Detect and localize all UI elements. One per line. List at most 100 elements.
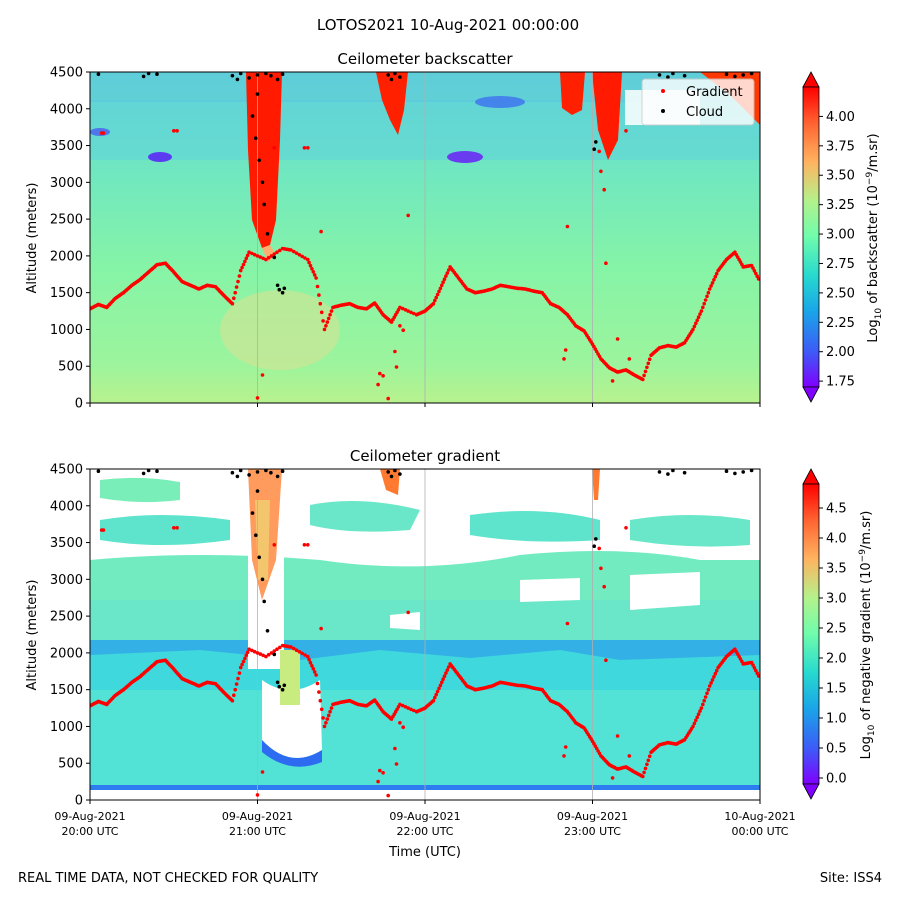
gradient-point (319, 229, 323, 234)
gradient-point (272, 146, 277, 150)
gradient-point (641, 774, 645, 779)
backscatter-colorbar-ticks: 1.75 2.00 2.25 2.50 2.75 3.00 3.25 3.50 3.75 4.00 (819, 110, 855, 390)
gradient-point (602, 584, 606, 589)
x-tick-time: 21:00 UTC (229, 825, 286, 838)
gradient-point (703, 298, 708, 302)
gradient-point (258, 255, 263, 259)
gradient-point (406, 610, 411, 615)
cloud-point (265, 232, 270, 236)
gradient-point (376, 779, 380, 784)
gradient-point (266, 255, 271, 260)
gradient-point (400, 703, 405, 708)
gradient-point (692, 721, 697, 726)
cloud-point (749, 469, 754, 473)
gradient-point (398, 305, 402, 310)
gradient-point (562, 754, 566, 758)
gradient-point (645, 365, 649, 370)
gradient-point (175, 129, 179, 133)
gradient-point (264, 257, 268, 262)
gradient-point (232, 296, 236, 301)
gradient-point (329, 309, 334, 313)
cloud-point (257, 158, 262, 163)
gradient-point (434, 692, 439, 697)
colorbar-tick-label: 0.5 (826, 742, 847, 757)
y-tick-label: 3500 (50, 139, 83, 154)
gradient-point (751, 266, 755, 270)
cloud-point (260, 180, 265, 185)
gradient-point (245, 253, 250, 258)
gradient-ylabel: Altitude (meters) (25, 580, 40, 691)
gradient-title: Ceilometer gradient (350, 447, 500, 465)
legend-gradient-marker (661, 89, 665, 93)
backscatter-gradient-markers (90, 129, 760, 401)
gradient-point (300, 651, 305, 656)
cloud-point (264, 469, 268, 473)
cloud-point (238, 469, 243, 473)
gradient-point (409, 310, 413, 315)
gradient-point (694, 321, 698, 326)
legend-cloud-marker (661, 109, 665, 113)
x-tick-date: 09-Aug-2021 (389, 810, 460, 823)
gradient-point (444, 274, 448, 278)
colorbar-tick-label: 3.00 (826, 228, 855, 243)
gradient-point (317, 293, 321, 297)
gradient-point (751, 663, 755, 667)
gradient-point (433, 695, 437, 700)
legend-gradient-label: Gradient (686, 85, 743, 100)
colorbar-tick-label: 2.00 (826, 345, 855, 360)
gradient-point (604, 261, 608, 266)
y-tick-label: 1000 (50, 720, 83, 735)
cloud-point (282, 286, 287, 291)
gradient-point (691, 724, 695, 729)
cloud-point (282, 683, 287, 688)
colorbar-tick-label: 3.25 (826, 198, 855, 213)
cloud-point (275, 77, 280, 82)
cloud-point (741, 470, 745, 474)
gradient-point (241, 659, 246, 664)
gradient-point (247, 250, 251, 254)
legend-box (641, 78, 755, 126)
y-tick-label: 1000 (50, 323, 83, 338)
gradient-point (643, 369, 648, 374)
x-tick-date: 09-Aug-2021 (557, 810, 628, 823)
gradient-y-ticks: 0 500 1000 1500 2000 2500 3000 3500 4000 4500 (50, 463, 90, 809)
cloud-point (257, 555, 262, 560)
gradient-point (329, 706, 334, 710)
cloud-point (96, 72, 101, 76)
cloud-point (280, 290, 285, 295)
legend: Gradient Cloud (641, 78, 755, 126)
cloud-point (657, 470, 662, 474)
gradient-point (752, 269, 757, 273)
cloud-point (393, 469, 397, 473)
colorbar-tick-label: 3.0 (826, 592, 847, 607)
gradient-point (604, 658, 608, 662)
cloud-point (733, 471, 737, 476)
gradient-point (691, 327, 695, 332)
gradient-point (441, 280, 445, 285)
gradient-point (696, 315, 701, 320)
gradient-point (312, 670, 317, 674)
x-tick-time: 23:00 UTC (564, 825, 621, 838)
cloud-point (255, 489, 260, 493)
gradient-point (269, 651, 274, 655)
colorbar-tick-label: 3.5 (826, 562, 847, 577)
gradient-point (444, 671, 448, 675)
gradient-point (403, 705, 408, 709)
gradient-point (401, 328, 406, 333)
gradient-point (233, 290, 237, 295)
gradient-point (709, 681, 713, 685)
gradient-point (756, 277, 760, 281)
gradient-point (695, 715, 699, 720)
cloud-point (230, 470, 235, 475)
gradient-point (386, 793, 391, 798)
gradient-point (230, 698, 235, 703)
gradient-point (445, 668, 450, 672)
gradient-point (597, 546, 601, 551)
gradient-point (442, 674, 447, 678)
gradient-point (393, 746, 397, 751)
y-tick-label: 3000 (50, 573, 83, 588)
x-tick-time: 22:00 UTC (396, 825, 453, 838)
x-tick-date: 09-Aug-2021 (222, 810, 293, 823)
gradient-point (563, 348, 568, 352)
